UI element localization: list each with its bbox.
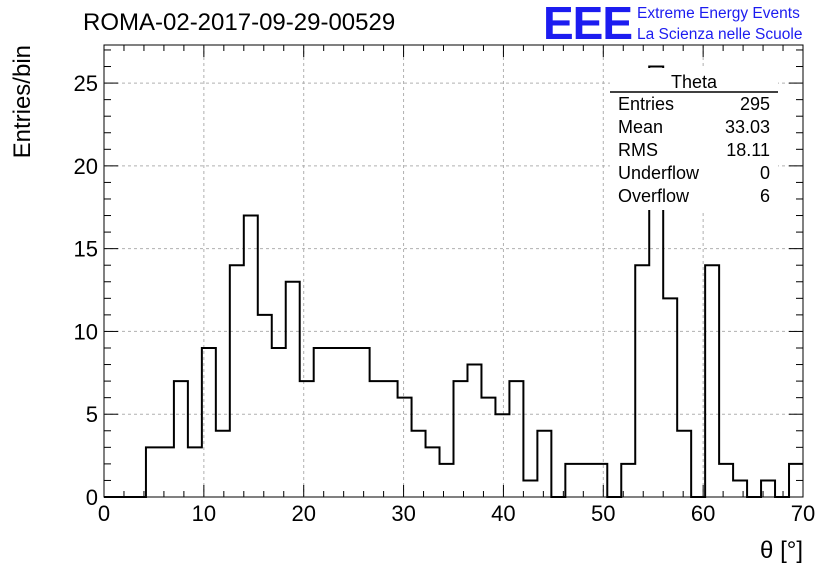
histogram-bin <box>244 216 258 497</box>
histogram-bin <box>426 447 440 497</box>
histogram-bin <box>733 480 747 497</box>
x-tick-label: 60 <box>691 501 715 526</box>
histogram-bin <box>216 431 230 497</box>
stats-title: Theta <box>671 72 718 92</box>
stats-row-value: 295 <box>740 94 770 114</box>
stats-row-label: Underflow <box>618 163 700 183</box>
run-title: ROMA-02-2017-09-29-00529 <box>83 9 396 36</box>
histogram-bin <box>635 265 649 497</box>
x-tick-label: 70 <box>791 501 815 526</box>
y-axis-label: Entries/bin <box>9 45 36 158</box>
histogram-bin <box>621 464 635 497</box>
y-tick-label: 15 <box>74 237 98 262</box>
histogram-bin <box>300 381 314 497</box>
histogram-bin <box>579 464 593 497</box>
histogram-bin <box>481 398 495 497</box>
histogram-bin <box>202 348 216 497</box>
histogram-bin <box>258 315 272 497</box>
histogram-bin <box>384 381 398 497</box>
histogram-bin <box>509 381 523 497</box>
x-tick-label: 0 <box>98 501 110 526</box>
histogram-bin <box>314 348 328 497</box>
stats-row-label: Mean <box>618 117 663 137</box>
histogram-bin <box>342 348 356 497</box>
logo-caption-line2: La Scienza nelle Scuole <box>637 26 803 43</box>
stats-row-label: Entries <box>618 94 674 114</box>
histogram-bin <box>440 464 454 497</box>
histogram-bin <box>593 464 607 497</box>
histogram-bin <box>146 447 160 497</box>
eee-logo-text: EEE <box>543 0 633 49</box>
histogram-bin <box>188 447 202 497</box>
histogram-bin <box>174 381 188 497</box>
histogram-bin <box>677 431 691 497</box>
y-tick-label: 25 <box>74 71 98 96</box>
histogram-bin <box>663 298 677 497</box>
histogram-bin <box>495 414 509 497</box>
histogram-bin <box>356 348 370 497</box>
stats-row-value: 33.03 <box>725 117 770 137</box>
stats-row-label: Overflow <box>618 186 690 206</box>
histogram-bin <box>537 431 551 497</box>
stats-row-value: 0 <box>760 163 770 183</box>
histogram-outline <box>104 65 803 498</box>
y-tick-label: 5 <box>86 402 98 427</box>
stats-row-label: RMS <box>618 140 658 160</box>
x-axis-label: θ [°] <box>760 537 803 564</box>
histogram-bin <box>398 398 412 497</box>
histogram-bin <box>328 348 342 497</box>
x-tick-label: 30 <box>391 501 415 526</box>
histogram-bin <box>719 464 733 497</box>
y-tick-label: 10 <box>74 319 98 344</box>
histogram-bin <box>789 464 803 497</box>
histogram-bin <box>286 282 300 497</box>
histogram-bin <box>230 265 244 497</box>
histogram-bin <box>523 480 537 497</box>
y-tick-label: 0 <box>86 485 98 510</box>
x-tick-label: 20 <box>291 501 315 526</box>
histogram-bin <box>412 431 426 497</box>
stats-row-value: 18.11 <box>726 140 770 160</box>
y-tick-label: 20 <box>74 154 98 179</box>
logo-caption-line1: Extreme Energy Events <box>637 5 800 22</box>
histogram-bin <box>160 447 174 497</box>
x-tick-label: 10 <box>192 501 216 526</box>
histogram-bin <box>454 381 468 497</box>
histogram-bin <box>565 464 579 497</box>
histogram-bin <box>370 381 384 497</box>
x-tick-label: 40 <box>491 501 515 526</box>
histogram-bin <box>467 365 481 497</box>
histogram-bin <box>272 348 286 497</box>
histogram-bin <box>705 265 719 497</box>
histogram-bin <box>761 480 775 497</box>
plot-frame <box>103 44 804 498</box>
stats-row-value: 6 <box>760 186 770 206</box>
x-tick-label: 50 <box>591 501 615 526</box>
